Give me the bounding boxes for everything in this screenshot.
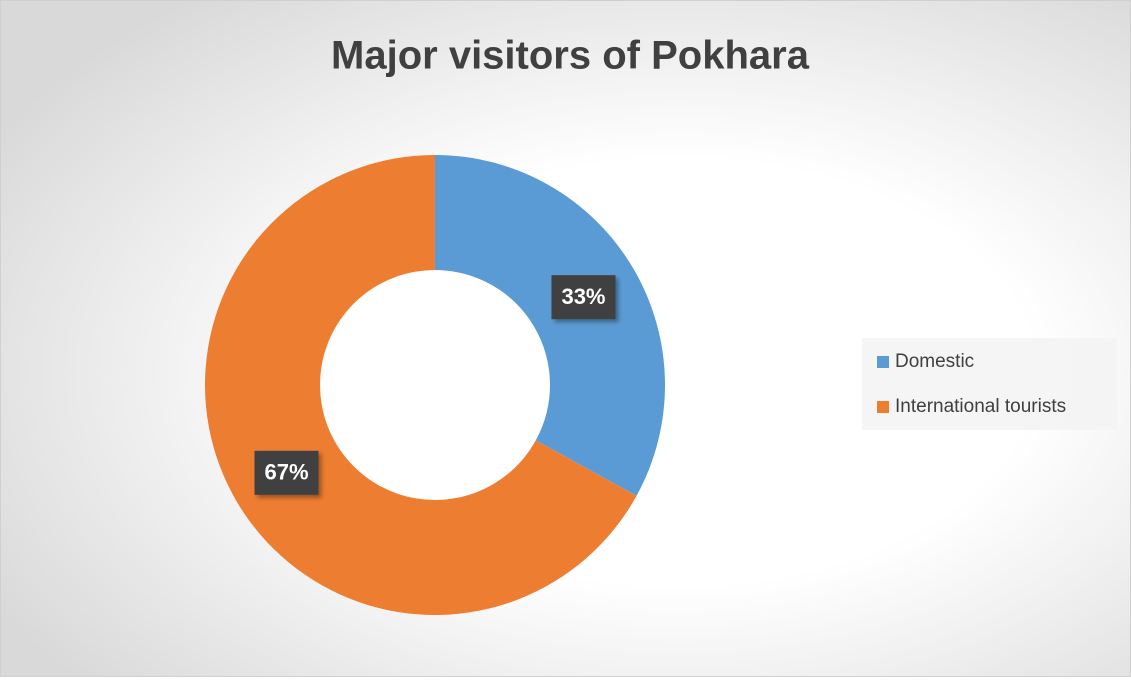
chart-title: Major visitors of Pokhara <box>331 34 810 78</box>
slice <box>204 155 637 615</box>
legend-box <box>862 338 1117 430</box>
legend-swatch <box>877 356 889 368</box>
data-label-box <box>254 450 319 495</box>
data-label: 67% <box>264 460 308 485</box>
legend-label: International tourists <box>895 396 1066 417</box>
legend-swatch <box>877 401 889 413</box>
data-label: 33% <box>561 284 605 309</box>
slice <box>435 155 665 496</box>
legend-label: Domestic <box>895 351 974 372</box>
data-label-box <box>551 275 616 320</box>
